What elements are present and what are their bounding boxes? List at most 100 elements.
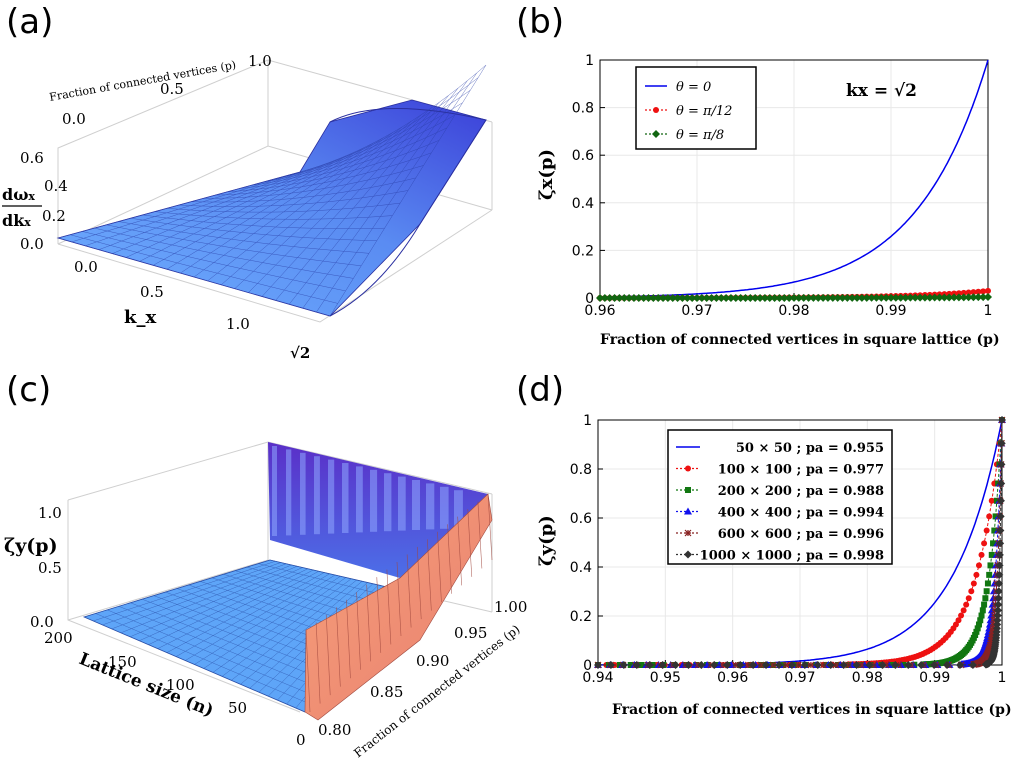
- panel-b-series-point: [765, 293, 774, 302]
- panel-d-legend-marker: [685, 465, 691, 472]
- panel-c-x-tick-200: 200: [44, 629, 73, 647]
- panel-a-mesh-line: [166, 202, 401, 213]
- panel-d-xtick-label: 0.98: [852, 670, 883, 686]
- panel-d-series-point: [710, 661, 719, 669]
- panel-b-series-point: [673, 293, 682, 302]
- panel-a-surface-rim: [329, 107, 487, 317]
- panel-b-legend-marker: [653, 107, 659, 113]
- panel-d-xtick-label: 0.99: [919, 670, 950, 686]
- panel-c-side-line: [477, 501, 483, 569]
- panel-d-series-point: [992, 513, 999, 520]
- panel-b-series-point: [896, 293, 905, 302]
- panel-d-series-point: [749, 661, 758, 669]
- panel-c-wall-stripe: [426, 483, 435, 530]
- panel-label-b: (b): [516, 2, 565, 42]
- panel-b-xtick-label: 0.99: [875, 303, 906, 319]
- panel-d-series-point: [970, 580, 977, 587]
- panel-a-mesh-line: [239, 127, 448, 189]
- panel-c-side-line: [315, 622, 321, 704]
- panel-b-series-point: [605, 293, 614, 302]
- panel-d-series-point: [968, 588, 975, 595]
- panel-a-mesh-line: [154, 211, 393, 220]
- panel-d-series-point: [996, 512, 1005, 521]
- panel-b-series-point: [649, 293, 658, 302]
- panel-b-series-point: [959, 293, 968, 302]
- panel-d-series-point: [878, 661, 887, 669]
- panel-b-series-line: [600, 59, 989, 298]
- panel-a-mesh-line: [130, 217, 377, 241]
- panel-c-side-line: [457, 516, 462, 586]
- panel-b-series-point: [620, 293, 629, 302]
- panel-b-series-point: [960, 289, 967, 296]
- panel-c-side-line: [427, 539, 432, 611]
- panel-d-legend-label: 600 × 600 ; pa = 0.996: [718, 527, 884, 542]
- panel-c-side-line: [346, 599, 351, 679]
- panel-d-legend-marker: [684, 529, 692, 537]
- panel-b-series-point: [659, 293, 668, 302]
- panel-d-legend-marker: [684, 507, 692, 515]
- panel-b-series-point: [756, 293, 765, 302]
- panel-d-series-point: [852, 661, 861, 669]
- panel-d-series-point: [968, 660, 977, 669]
- panel-b-series-point: [950, 293, 959, 302]
- panel-b-series-point: [717, 293, 726, 302]
- panel-d-series-point: [774, 661, 783, 669]
- panel-b-annotation: kx = √2: [846, 81, 917, 101]
- panel-b-ytick-label: 0.6: [572, 148, 594, 164]
- panel-b-series-point: [726, 293, 735, 302]
- panel-b-series-point: [945, 293, 954, 302]
- panel-b-series-point: [615, 293, 624, 302]
- panel-d-series-point: [998, 416, 1006, 424]
- panel-b-xtick-label: 0.97: [681, 303, 712, 319]
- panel-label-d: (d): [516, 370, 565, 410]
- panel-b-series-point: [984, 293, 992, 302]
- panel-d-series-point: [857, 661, 865, 669]
- panel-b-series-point: [644, 293, 653, 302]
- panel-d-series-point: [978, 612, 985, 619]
- panel-c-wall-stripe: [272, 446, 277, 536]
- panel-c-side-line: [305, 629, 311, 713]
- panel-c-side-line: [487, 493, 493, 561]
- panel-b-series-point: [702, 293, 711, 302]
- panel-d-xtick-label: 0.96: [717, 670, 748, 686]
- panel-c-side-line: [406, 554, 412, 628]
- panel-c-x-tick-50: 50: [228, 699, 247, 717]
- panel-a-mesh-line: [203, 165, 424, 199]
- panel-d-series-point: [993, 616, 1002, 625]
- panel-c-mesh-line: [258, 563, 395, 598]
- panel-c-y-tick-0.85: 0.85: [370, 683, 403, 701]
- panel-b-series-point: [925, 293, 934, 302]
- panel-b-series-point: [629, 293, 638, 302]
- panel-b-series-point: [814, 293, 823, 302]
- panel-c-wall-stripe: [454, 490, 463, 529]
- panel-a-y-axis-label: Fraction of connected vertices (p): [48, 58, 237, 104]
- panel-d-series-point: [986, 513, 993, 520]
- panel-a-mesh-line: [263, 102, 463, 183]
- panel-d-series-point: [972, 631, 979, 638]
- panel-d-series-point: [988, 551, 995, 558]
- panel-c-side-line: [356, 592, 361, 670]
- panel-a-y-tick-1.0: 1.0: [248, 52, 272, 70]
- panel-b-series-point: [920, 293, 929, 302]
- panel-b-xtick-label: 0.98: [778, 303, 809, 319]
- panel-b-ytick-label: 1: [585, 53, 594, 69]
- panel-d-series-point: [981, 540, 988, 547]
- panel-d-series-point: [995, 570, 1004, 579]
- panel-b-series-point: [722, 293, 731, 302]
- panel-c-side-line: [437, 531, 442, 603]
- panel-d-series-point: [904, 661, 913, 669]
- panel-b-series-point: [746, 293, 755, 302]
- panel-b-series-point: [741, 293, 750, 302]
- panel-b-series: [596, 59, 992, 302]
- panel-b-series-point: [775, 293, 784, 302]
- panel-b-series-point: [980, 288, 987, 295]
- panel-d-xtick-label: 0.97: [784, 670, 815, 686]
- panel-d-series-point: [943, 661, 952, 669]
- panel-d-series-point: [995, 561, 1004, 570]
- panel-d-series-point: [996, 496, 1005, 505]
- panel-b-series-point: [707, 293, 716, 302]
- panel-d-series-point: [994, 594, 1003, 603]
- panel-b-series-point: [634, 293, 643, 302]
- panel-d-series-point: [960, 607, 967, 614]
- panel-a-mesh-line: [94, 227, 354, 279]
